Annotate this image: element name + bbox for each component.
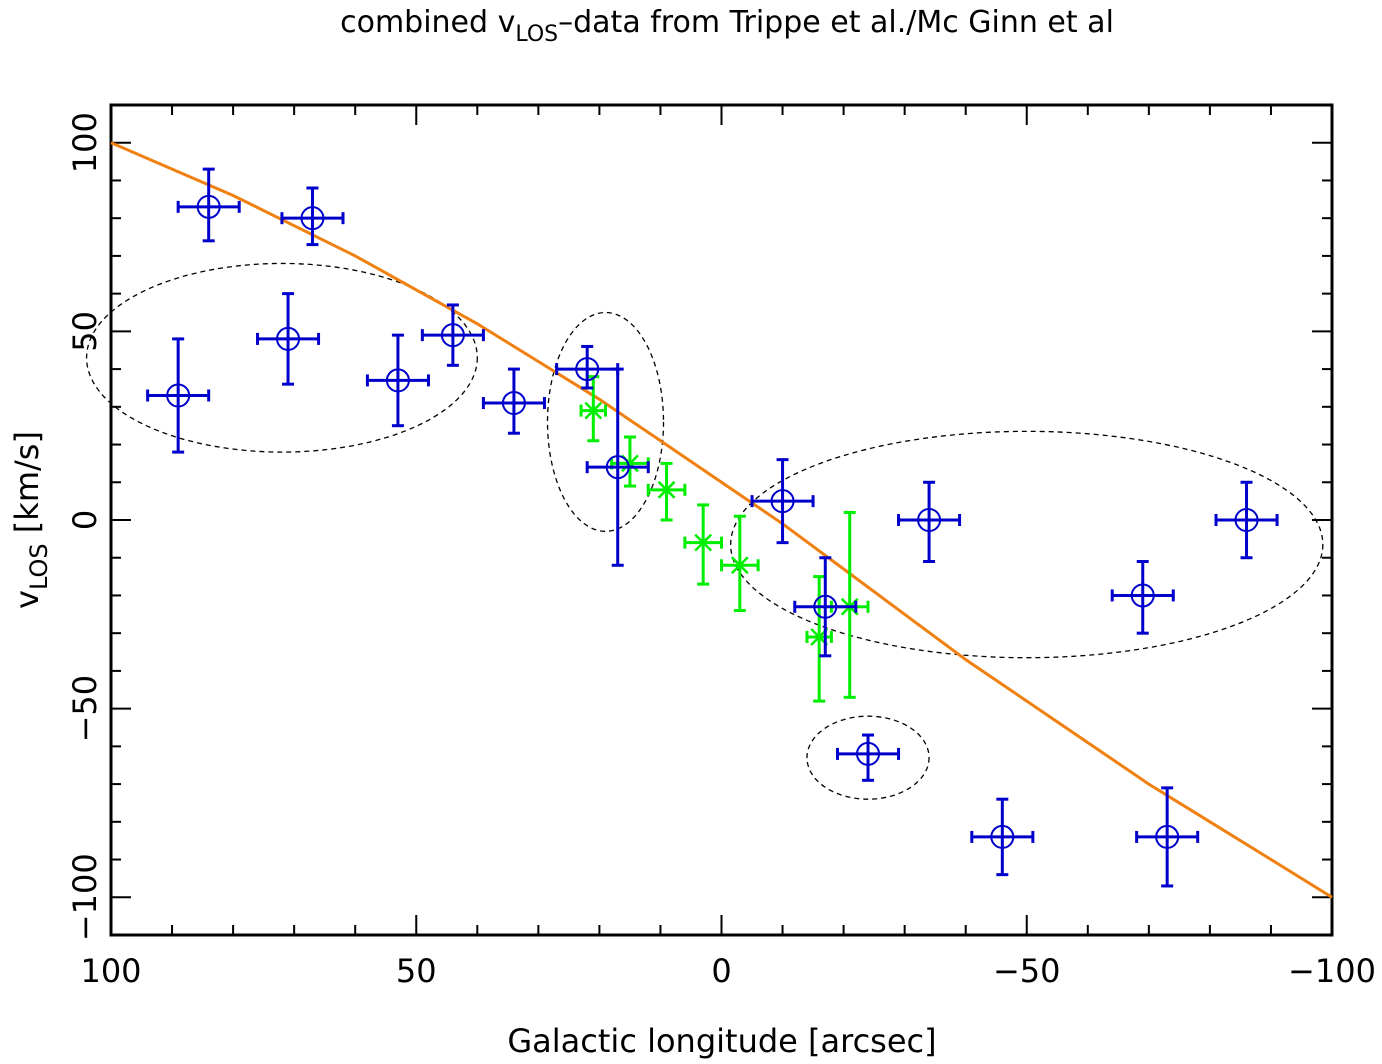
x-tick-label: 100 [80, 952, 141, 990]
tick-labels: 100 50 0 −50 −100 −100 −50 0 50 100 [66, 112, 1376, 990]
green-point-marker [621, 454, 639, 473]
green-point-marker [657, 480, 676, 499]
model-curve-line [110, 141, 1333, 899]
x-tick-label: 0 [711, 952, 731, 990]
x-axis-label: Galactic longitude [arcsec] [507, 1022, 936, 1060]
cluster-ellipses [85, 262, 1324, 800]
blue-point-marker [276, 326, 301, 351]
blue-point-marker [1130, 583, 1155, 608]
series-blue [146, 167, 1279, 888]
y-axis-label-subscript: LOS [25, 543, 53, 590]
blue-point-marker [440, 323, 465, 348]
x-tick-label: −100 [1288, 952, 1376, 990]
blue-point-marker [196, 194, 221, 219]
y-tick-label: −100 [66, 853, 104, 941]
y-tick-label: 100 [66, 112, 104, 173]
green-point-marker [584, 401, 603, 420]
model-curve [110, 141, 1333, 899]
y-tick-label: 50 [66, 311, 104, 352]
x-tick-label: −50 [993, 952, 1061, 990]
blue-point-marker [1234, 508, 1259, 532]
x-tick-label: 50 [396, 952, 437, 990]
y-tick-label: −50 [66, 675, 104, 743]
y-axis-label: vLOS [km/s] [8, 431, 53, 609]
blue-point-marker [770, 489, 795, 514]
cluster-ellipse [546, 311, 665, 532]
cluster-ellipse [806, 715, 930, 800]
blue-point-marker [575, 357, 600, 382]
cluster-ellipse [730, 430, 1324, 659]
blue-point-marker [856, 741, 881, 766]
blue-point-marker [385, 368, 410, 393]
blue-point-marker [990, 824, 1015, 849]
blue-point-marker [166, 383, 191, 408]
blue-point-marker [813, 594, 838, 619]
chart-title-subscript: LOS [515, 22, 558, 47]
green-point-marker [730, 556, 749, 575]
axis-ticks [110, 104, 1333, 936]
plot-frame [109, 103, 1334, 937]
y-tick-label: 0 [66, 510, 104, 530]
blue-point-marker [501, 391, 526, 416]
blue-point-marker [605, 455, 630, 480]
cluster-ellipse [85, 262, 478, 453]
green-point-marker [694, 533, 713, 552]
chart-title: combined vLOS–data from Trippe et al./Mc… [340, 5, 1114, 47]
blue-point-marker [1155, 824, 1180, 849]
blue-point-marker [300, 206, 325, 231]
blue-point-marker [917, 508, 942, 532]
